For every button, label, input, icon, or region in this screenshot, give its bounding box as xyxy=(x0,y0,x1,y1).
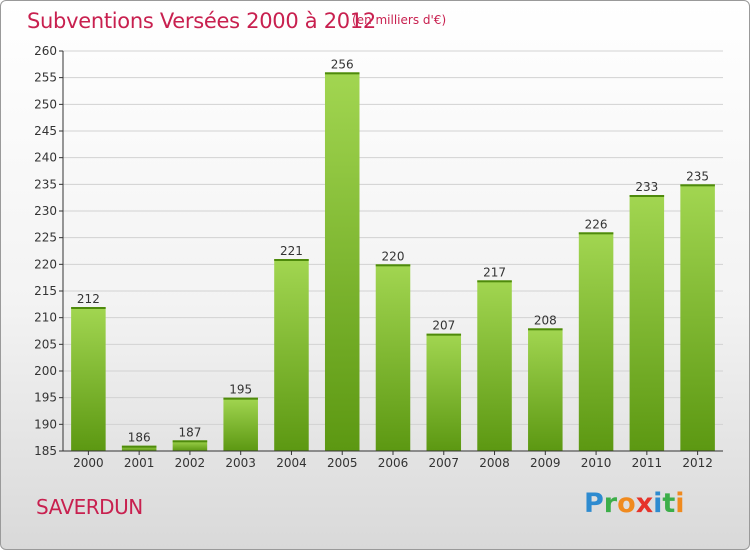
x-tick-label: 2001 xyxy=(124,456,155,470)
y-tick-label: 230 xyxy=(34,204,57,218)
x-tick-label: 2005 xyxy=(327,456,358,470)
y-tick-label: 245 xyxy=(34,124,57,138)
x-tick-label: 2004 xyxy=(276,456,307,470)
bar-2001 xyxy=(121,445,157,451)
axes: 185 190 195 200 205 210 215 220 225 230 235 240 245 2… xyxy=(34,44,723,470)
data-label: 220 xyxy=(382,249,405,263)
bar-2008 xyxy=(477,280,512,451)
chart-title: Subventions Versées 2000 à 2012 xyxy=(27,9,376,33)
x-tick-label: 2006 xyxy=(378,456,409,470)
bar-2007 xyxy=(426,333,462,451)
bar-2004 xyxy=(274,259,309,451)
data-label: 195 xyxy=(229,383,252,397)
data-label: 186 xyxy=(128,431,151,445)
y-tick-label: 250 xyxy=(34,97,57,111)
logo-letter: i xyxy=(653,488,663,519)
y-tick-label: 190 xyxy=(34,417,57,431)
y-tick-label: 200 xyxy=(34,364,57,378)
data-label: 207 xyxy=(432,319,455,333)
x-tick-label: 2002 xyxy=(175,456,206,470)
y-tick-label: 215 xyxy=(34,284,57,298)
y-tick-label: 235 xyxy=(34,177,57,191)
data-label: 235 xyxy=(686,169,709,183)
data-label: 212 xyxy=(77,292,100,306)
bar-top-edge xyxy=(426,333,462,336)
proxiti-logo: Proxiti xyxy=(584,488,685,519)
y-tick-label: 195 xyxy=(34,391,57,405)
commune-name: SAVERDUN xyxy=(36,495,143,519)
y-tick-label: 240 xyxy=(34,151,57,165)
bar-top-edge xyxy=(172,440,208,443)
bar-top-edge xyxy=(71,307,106,309)
x-tick-label: 2012 xyxy=(682,456,713,470)
data-label: 221 xyxy=(280,244,303,258)
bar-2002 xyxy=(172,440,208,451)
bar-top-edge xyxy=(121,445,157,448)
y-tick-label: 210 xyxy=(34,311,57,325)
x-tick-label: 2009 xyxy=(530,456,561,470)
logo-letter: t xyxy=(662,488,676,519)
x-tick-label: 2010 xyxy=(581,456,612,470)
data-label: 217 xyxy=(483,265,506,279)
x-tick-label: 2011 xyxy=(632,456,663,470)
y-tick-label: 185 xyxy=(34,444,57,458)
logo-letter: o xyxy=(617,488,636,519)
bar-top-edge xyxy=(629,195,665,197)
logo-letter: P xyxy=(584,488,604,519)
y-tick-label: 220 xyxy=(34,257,57,271)
y-tick-label: 225 xyxy=(34,231,57,245)
bar-top-edge xyxy=(680,184,715,187)
chart-subtitle: (en milliers d'€) xyxy=(352,13,447,27)
bar-2010 xyxy=(578,232,614,451)
bar-2012 xyxy=(680,184,715,452)
data-labels: 212 186 187 195 221 256 220 207 217 208 226 233 235 xyxy=(77,57,709,444)
data-label: 256 xyxy=(331,57,354,71)
bar-2005 xyxy=(324,72,360,451)
bar-2009 xyxy=(528,328,563,451)
x-tick-label: 2008 xyxy=(479,456,510,470)
data-label: 233 xyxy=(635,180,658,194)
logo-letter: i xyxy=(675,488,685,519)
x-tick-label: 2003 xyxy=(225,456,256,470)
x-tick-label: 2000 xyxy=(73,456,104,470)
bar-2003 xyxy=(223,397,258,451)
bar-top-edge xyxy=(375,264,411,267)
y-tick-label: 255 xyxy=(34,71,57,85)
bar-2006 xyxy=(375,264,411,451)
data-label: 187 xyxy=(178,425,201,439)
data-label: 226 xyxy=(585,217,608,231)
y-tick-label: 260 xyxy=(34,44,57,58)
bar-top-edge xyxy=(477,280,512,283)
logo-letter: r xyxy=(603,488,618,519)
bar-2011 xyxy=(629,195,665,451)
bar-top-edge xyxy=(578,232,614,235)
x-tick-label: 2007 xyxy=(428,456,459,470)
bar-top-edge xyxy=(223,397,258,400)
bars xyxy=(71,72,715,452)
bar-top-edge xyxy=(274,259,309,261)
logo-letter: x xyxy=(635,488,654,519)
bar-top-edge xyxy=(324,72,360,75)
bar-2000 xyxy=(71,307,106,451)
y-tick-label: 205 xyxy=(34,337,57,351)
bar-top-edge xyxy=(528,328,563,331)
data-label: 208 xyxy=(534,313,557,327)
